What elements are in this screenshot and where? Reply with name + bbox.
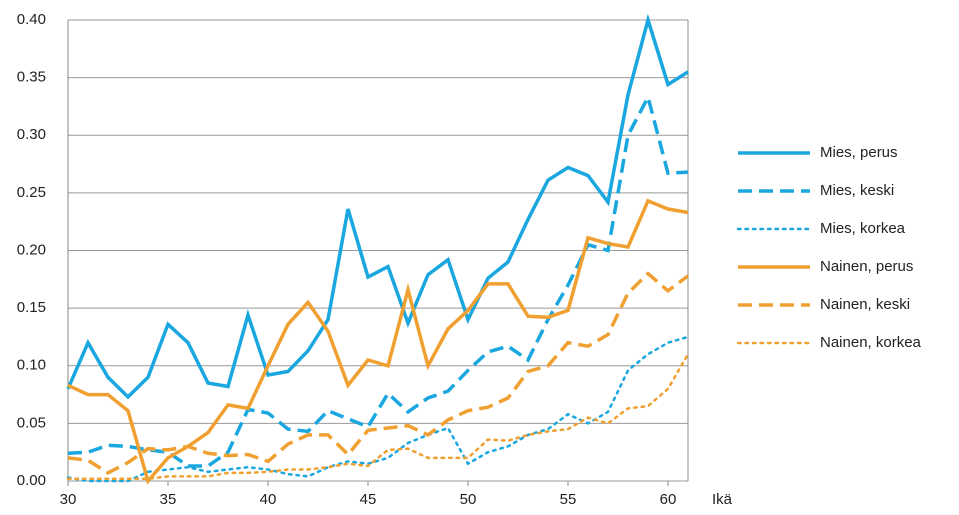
y-tick-label: 0.05 [17,414,46,431]
y-tick-label: 0.40 [17,11,46,28]
x-tick-label: 45 [360,491,377,508]
x-tick-label: 30 [60,491,77,508]
series-line [67,198,689,485]
legend-label: Nainen, perus [820,258,913,275]
y-tick-label: 0.25 [17,184,46,201]
series-line [66,13,689,400]
x-tick-label: 40 [260,491,277,508]
y-tick-label: 0.10 [17,357,46,374]
x-tick-label: 35 [160,491,177,508]
x-tick-label: 55 [560,491,577,508]
series-line [67,271,690,475]
legend-label: Nainen, korkea [820,334,922,351]
y-tick-label: 0.30 [17,126,46,143]
series-line [66,335,690,483]
legend-label: Mies, keski [820,182,894,199]
y-tick-label: 0.35 [17,69,46,86]
series-line [67,92,689,468]
x-tick-label: 50 [460,491,477,508]
legend-label: Mies, korkea [820,220,906,237]
legend-label: Mies, perus [820,144,898,161]
y-tick-label: 0.20 [17,241,46,258]
x-tick-label: 60 [660,491,677,508]
x-axis-label: Ikä [712,491,733,508]
series-line [66,352,690,480]
legend-label: Nainen, keski [820,296,910,313]
y-tick-label: 0.15 [17,299,46,316]
y-tick-label: 0.00 [17,472,46,489]
